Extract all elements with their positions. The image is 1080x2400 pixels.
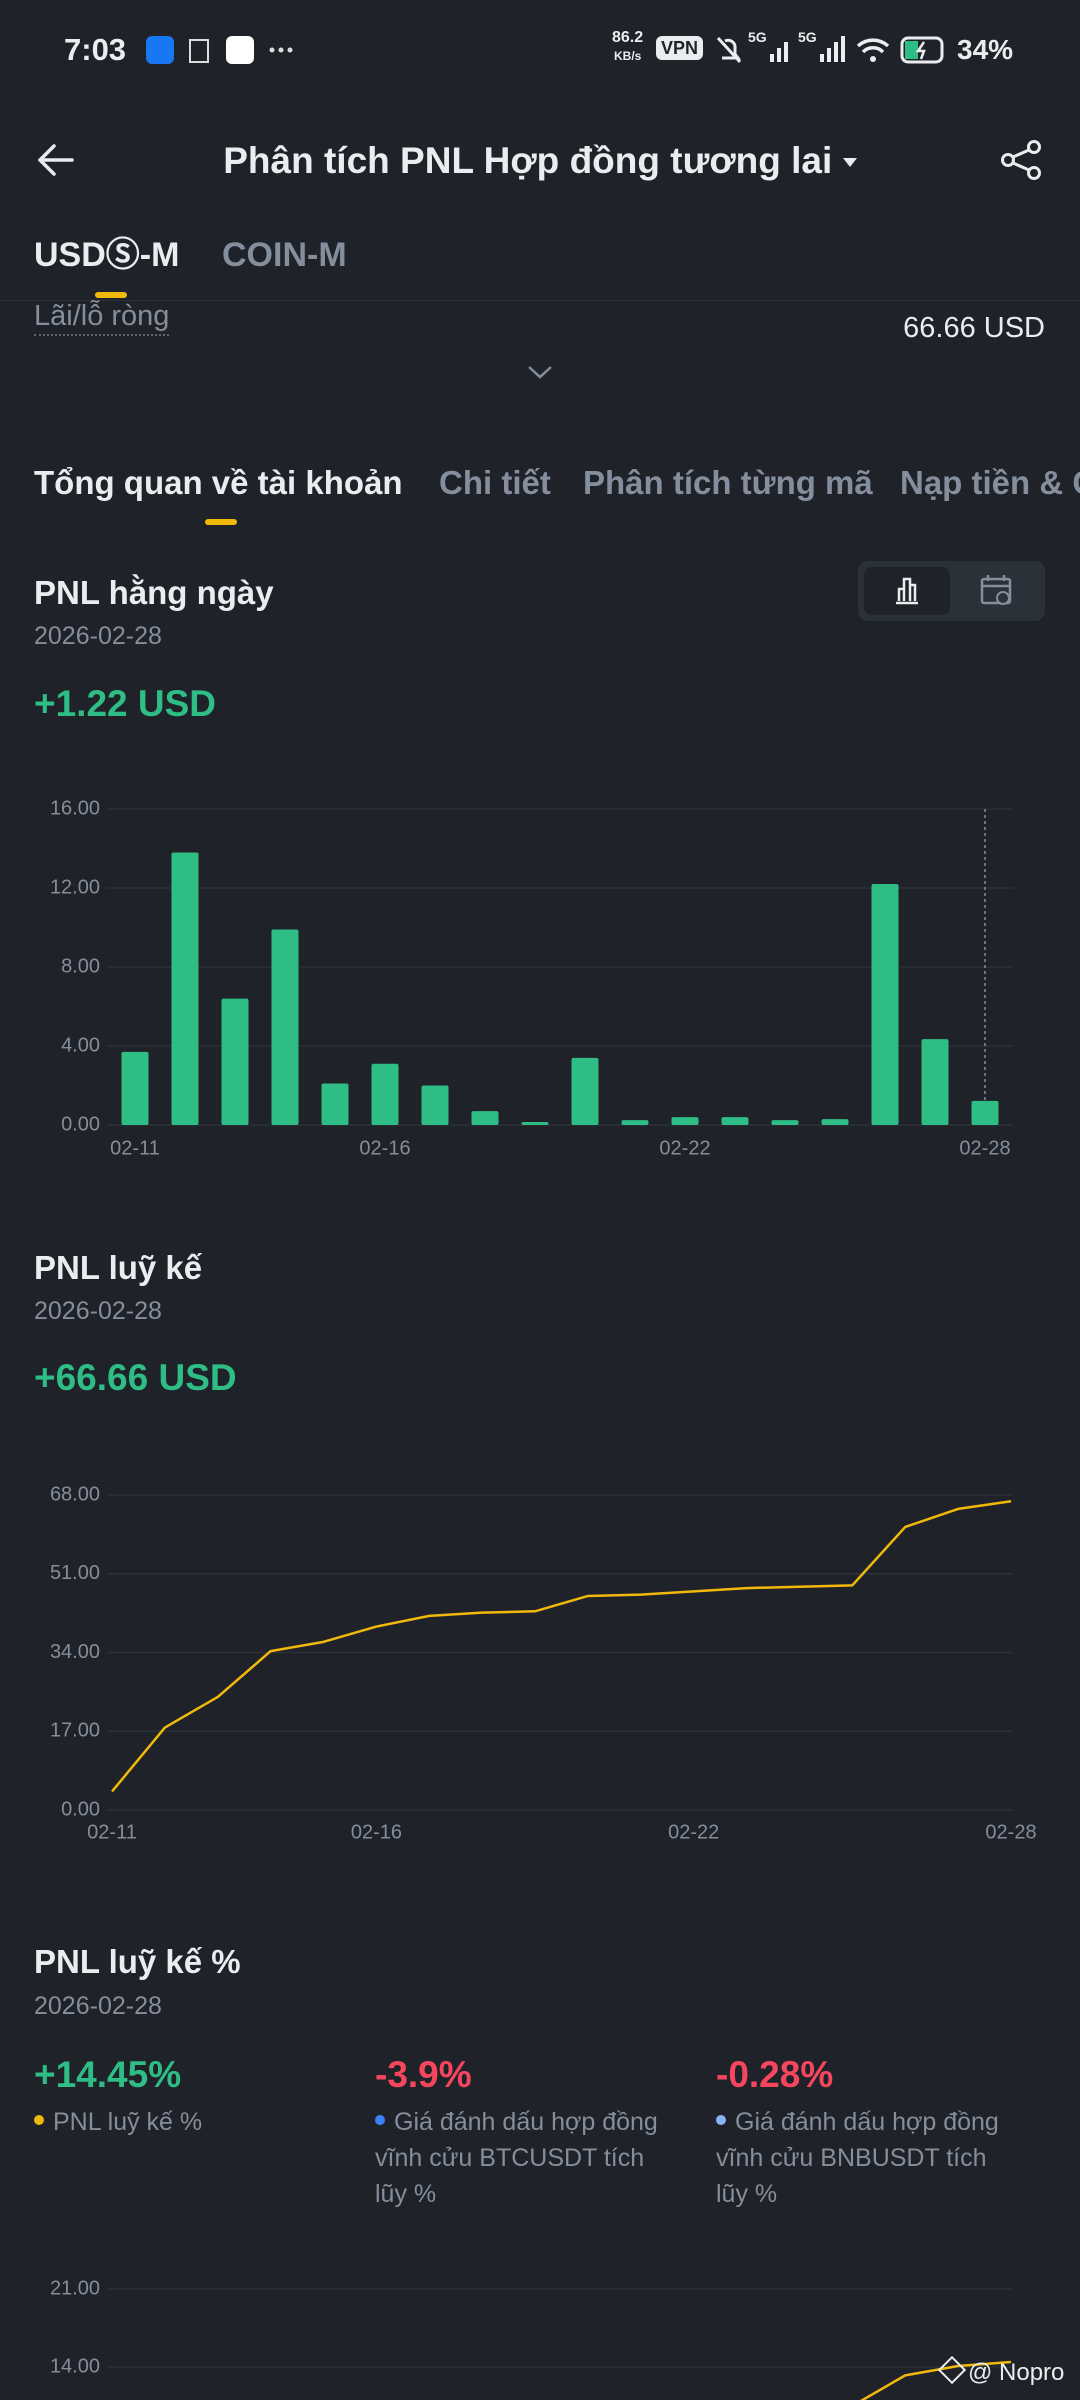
bar [571,1057,599,1125]
calendar-view-button[interactable] [954,567,1040,615]
chart-title: PNL hằng ngày [34,574,274,611]
bar [821,1119,849,1125]
bar [871,884,899,1125]
watermark: @ Nopro [937,2355,1065,2386]
cumulative-pnl-chart: 0.00 17.00 34.00 51.00 68.00 02-11 02-16 02-22 0… [50,1483,1037,1843]
y-tick-label: 14.00 [50,2355,100,2377]
status-app-icons [146,36,293,64]
bar-view-button[interactable] [864,567,950,615]
status-speed: 86.2 [612,29,644,46]
y-tick-label: 68.00 [50,1483,100,1505]
bar [721,1117,749,1125]
bar [221,998,249,1125]
daily-pnl-chart: 0.00 4.00 8.00 12.00 16.00 02-11 02-16 02-22 02-… [50,797,1013,1159]
y-tick-label: 12.00 [50,876,100,898]
legend-label: Giá đánh dấu hợp đồng vĩnh cửu BNBUSDT t… [716,2108,999,2208]
status-network: 5G [748,29,767,45]
y-tick-label: 8.00 [61,955,100,977]
share-button[interactable] [1000,140,1046,180]
bar [121,1051,149,1125]
x-tick-label: 02-16 [359,1137,410,1159]
status-time: 7:03 [64,32,127,67]
stat-value: +14.45% [34,2054,182,2095]
chart-summary: +66.66 USD [34,1357,237,1398]
sub-tab-indicator [205,519,237,525]
bar [971,1100,999,1125]
back-button[interactable] [36,142,76,178]
tab-indicator [95,292,127,298]
status-icons [716,36,944,64]
bar [371,1063,399,1125]
legend-item: Giá đánh dấu hợp đồng vĩnh cửu BNBUSDT t… [716,2104,1016,2212]
expand-chevron[interactable] [527,364,553,380]
line-series [111,1499,1012,1793]
x-tick-label: 02-16 [351,1821,402,1843]
bar [621,1120,649,1125]
sub-tab[interactable]: Nạp tiền & C [900,466,1080,501]
sub-tab[interactable]: Phân tích từng mã [583,466,873,501]
sub-tab[interactable]: Chi tiết [439,466,551,501]
chart-title: PNL luỹ kế % [34,1943,241,1980]
bar [671,1117,699,1125]
legend-label: Giá đánh dấu hợp đồng vĩnh cửu BTCUSDT t… [375,2108,658,2208]
sub-tab[interactable]: Tổng quan về tài khoản [34,466,403,501]
x-tick-label: 02-22 [668,1821,719,1843]
app-icon [226,36,254,64]
stat-value: -3.9% [375,2054,472,2095]
y-tick-label: 51.00 [50,1562,100,1584]
chart-date: 2026-02-28 [34,1297,162,1325]
legend-dot [716,2115,726,2126]
legend-dot [375,2115,385,2126]
chart-date: 2026-02-28 [34,622,162,650]
x-tick-label: 02-11 [110,1137,160,1159]
chart-title: PNL luỹ kế [34,1249,203,1286]
y-tick-label: 4.00 [61,1034,100,1056]
bar [171,852,199,1125]
net-pnl-value: 66.66 USD [903,312,1045,344]
legend-label: PNL luỹ kế % [53,2108,203,2136]
sub-tab-bar: Tổng quan về tài khoản Chi tiết Phân tíc… [0,466,1080,516]
bar [921,1039,949,1125]
net-pnl-label: Lãi/lỗ ròng [34,302,170,336]
facebook-icon [146,36,174,64]
copy-icon [189,39,209,63]
status-speed-unit: KB/s [614,49,642,63]
y-tick-label: 17.00 [50,1720,100,1742]
status-vpn: VPN [656,36,704,60]
legend-dot [34,2115,44,2126]
cumulative-pnl-percent-chart: 14.00 21.00 [50,2277,1013,2400]
x-tick-label: 02-28 [959,1137,1010,1159]
y-tick-label: 0.00 [61,1113,100,1135]
y-tick-label: 0.00 [61,1798,100,1820]
bar [321,1083,349,1125]
status-battery: 34% [957,34,1014,65]
legend-item: PNL luỹ kế % [34,2104,334,2140]
title-dropdown[interactable]: Phân tích PNL Hợp đồng tương lai [0,142,1080,179]
chart-date: 2026-02-28 [34,1992,162,2020]
bar [771,1120,799,1125]
y-tick-label: 21.00 [50,2277,100,2299]
divider [0,300,1080,301]
tab-coinm[interactable]: COIN-M [222,236,347,274]
view-toggle [858,561,1045,621]
status-network: 5G [798,29,817,45]
bar [271,929,299,1125]
x-tick-label: 02-22 [659,1137,710,1159]
chart-summary: +1.22 USD [34,683,217,724]
y-tick-label: 16.00 [50,797,100,819]
x-tick-label: 02-11 [87,1821,137,1843]
bar [471,1111,499,1125]
bar [521,1122,549,1125]
y-tick-label: 34.00 [50,1641,100,1663]
tab-usdm[interactable]: USDⓈ-M [34,236,180,274]
x-tick-label: 02-28 [985,1821,1036,1843]
bar [421,1085,449,1125]
watermark-text: @ Nopro [968,2359,1065,2386]
page-title: Phân tích PNL Hợp đồng tương lai [223,140,833,181]
stat-value: -0.28% [716,2054,834,2095]
legend-item: Giá đánh dấu hợp đồng vĩnh cửu BTCUSDT t… [375,2104,675,2212]
